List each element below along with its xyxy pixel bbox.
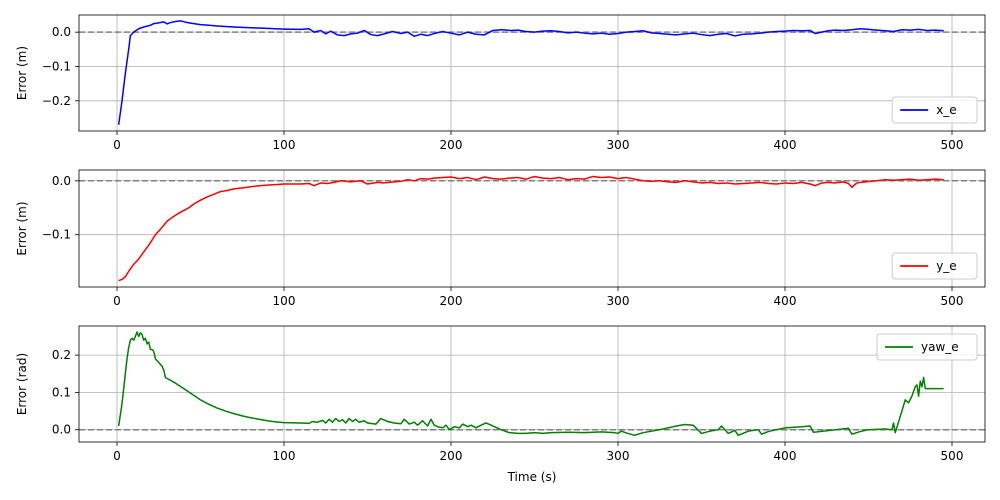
y-tick-label: −0.2 bbox=[42, 94, 71, 108]
x-tick-label: 0 bbox=[113, 449, 121, 463]
x-tick-label: 500 bbox=[941, 138, 964, 152]
x-tick-label: 0 bbox=[113, 294, 121, 308]
x-tick-label: 100 bbox=[273, 449, 296, 463]
legend: x_e bbox=[891, 96, 978, 124]
x-tick-label: 300 bbox=[607, 449, 630, 463]
subplot-2: 0 100 200 300 400 500 0.0 −0.1 Error (m) y_e bbox=[15, 169, 986, 308]
y-tick-label: 0.1 bbox=[52, 385, 71, 399]
x-tick-label: 0 bbox=[113, 138, 121, 152]
y-axis-label: Error (m) bbox=[15, 46, 29, 100]
legend-label: y_e bbox=[936, 259, 956, 273]
y-axis-label: Error (rad) bbox=[15, 353, 29, 415]
y-tick-label: 0.0 bbox=[52, 25, 71, 39]
y-axis-label: Error (m) bbox=[15, 201, 29, 255]
x-tick-label: 100 bbox=[273, 138, 296, 152]
y-tick-label: −0.1 bbox=[42, 228, 71, 242]
legend: yaw_e bbox=[876, 333, 978, 361]
x-axis-label: Time (s) bbox=[507, 470, 557, 484]
x-tick-label: 100 bbox=[273, 294, 296, 308]
series-line-x_e bbox=[117, 20, 944, 125]
x-tick-label: 500 bbox=[941, 449, 964, 463]
legend-label: x_e bbox=[936, 103, 956, 117]
y-tick-label: −0.1 bbox=[42, 59, 71, 73]
x-tick-label: 400 bbox=[774, 294, 797, 308]
x-tick-label: 200 bbox=[440, 138, 463, 152]
legend-label: yaw_e bbox=[921, 340, 959, 354]
legend-box bbox=[891, 96, 978, 124]
axes-frame bbox=[78, 14, 986, 132]
x-tick-label: 200 bbox=[440, 449, 463, 463]
x-tick-label: 300 bbox=[607, 138, 630, 152]
x-tick-label: 500 bbox=[941, 294, 964, 308]
legend-box bbox=[891, 252, 978, 280]
axes-frame bbox=[78, 325, 986, 443]
y-tick-label: 0.0 bbox=[52, 423, 71, 437]
axes-frame bbox=[78, 169, 986, 288]
y-tick-label: 0.0 bbox=[52, 174, 71, 188]
legend: y_e bbox=[891, 252, 978, 280]
x-tick-label: 400 bbox=[774, 449, 797, 463]
legend-box bbox=[876, 333, 978, 361]
x-tick-label: 400 bbox=[774, 138, 797, 152]
x-tick-label: 300 bbox=[607, 294, 630, 308]
subplot-1: 0 100 200 300 400 500 0.0 −0.1 −0.2 Error (m) x_e bbox=[15, 14, 986, 152]
series-line-yaw_e bbox=[117, 331, 944, 437]
x-tick-label: 200 bbox=[440, 294, 463, 308]
subplot-3: 0 100 200 300 400 500 0.0 0.1 0.2 Error (rad) Time… bbox=[15, 325, 986, 484]
y-tick-label: 0.2 bbox=[52, 348, 71, 362]
series-line-y_e bbox=[118, 175, 944, 282]
